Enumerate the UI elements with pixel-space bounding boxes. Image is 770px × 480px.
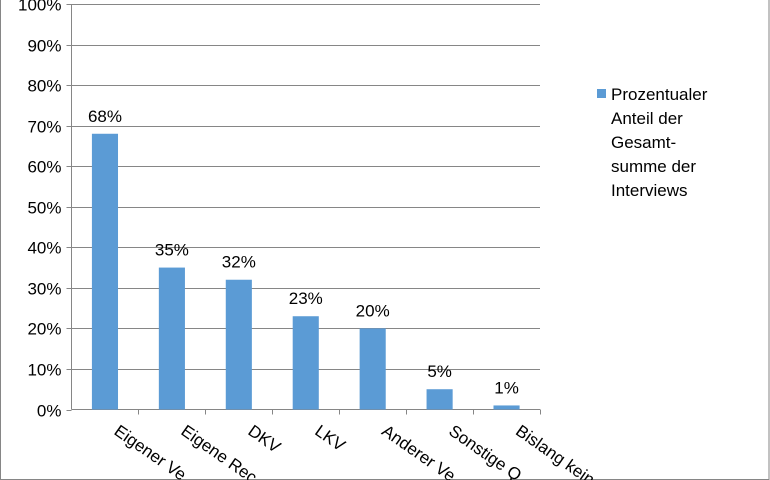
x-category-label: LKV: [311, 421, 349, 455]
y-tick-label: 40%: [27, 239, 61, 258]
y-tick-label: 100%: [18, 0, 61, 15]
legend-swatch: [597, 89, 606, 98]
y-tick-label: 0%: [37, 402, 62, 421]
data-label: 20%: [356, 301, 390, 320]
y-tick-label: 90%: [27, 37, 61, 56]
y-axis-tick-labels: 0% 10% 20% 30% 40% 50% 60% 70% 80% 90% 100%: [18, 0, 61, 421]
bar: [225, 279, 252, 410]
legend-line: summe der: [611, 157, 696, 176]
legend-line: Interviews: [611, 181, 688, 200]
legend-line: Anteil der: [611, 109, 683, 128]
data-label: 35%: [155, 241, 189, 260]
bar: [426, 389, 453, 410]
y-tick-label: 70%: [27, 118, 61, 137]
data-label: 1%: [494, 378, 519, 397]
y-tick-label: 30%: [27, 280, 61, 299]
legend-line: Prozentualer: [611, 85, 708, 104]
y-tick-label: 50%: [27, 199, 61, 218]
y-tick-label: 60%: [27, 158, 61, 177]
x-category-label: DKV: [245, 421, 285, 457]
data-label: 23%: [289, 289, 323, 308]
legend-entry-label: Prozentualer Anteil der Gesamt-summe der In…: [611, 85, 708, 200]
bar: [91, 133, 119, 410]
bar: [493, 405, 520, 410]
bar: [292, 316, 319, 410]
y-tick-label: 20%: [27, 320, 61, 339]
x-category-label: Bislang kein: [512, 421, 598, 480]
y-tick-label: 80%: [27, 77, 61, 96]
x-category-label: Anderer Ve: [378, 421, 459, 480]
data-label: 68%: [88, 107, 122, 126]
data-label: 32%: [222, 253, 256, 272]
bar: [359, 328, 386, 410]
legend-line: Gesamt-: [611, 133, 676, 152]
bars: [91, 133, 520, 410]
x-category-label: Eigener Ve: [111, 421, 190, 480]
bar: [158, 267, 185, 410]
legend: Prozentualer Anteil der Gesamt-summe der In…: [597, 85, 708, 200]
gridlines: [71, 4, 540, 370]
data-labels: 68% 35% 32% 23% 20% 5% 1%: [88, 107, 519, 398]
y-tick-label: 10%: [27, 361, 61, 380]
data-label: 5%: [427, 362, 452, 381]
